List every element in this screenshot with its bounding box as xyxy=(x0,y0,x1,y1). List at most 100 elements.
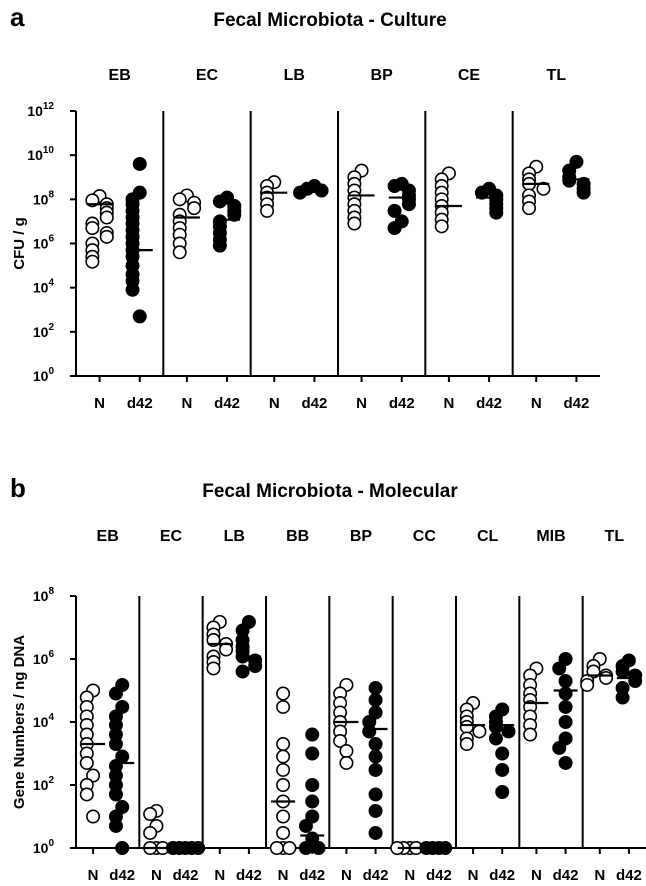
point-d42 xyxy=(248,658,263,673)
x-tick-label: d42 xyxy=(489,867,515,884)
point-n xyxy=(347,216,362,231)
x-tick-label: N xyxy=(443,395,454,412)
point-n xyxy=(459,737,474,752)
point-d42 xyxy=(227,207,242,222)
group-lb: LB N d42 xyxy=(249,67,329,412)
x-tick-label: N xyxy=(181,395,192,412)
x-tick-label: N xyxy=(594,867,605,884)
point-n xyxy=(339,755,354,770)
point-d42 xyxy=(108,737,123,752)
point-d42 xyxy=(488,731,503,746)
point-n xyxy=(206,661,221,676)
y-tick-label: 1010 xyxy=(27,145,54,163)
point-d42 xyxy=(558,731,573,746)
point-d42 xyxy=(115,840,130,855)
y-tick-base: 10 xyxy=(33,714,49,730)
group-lb: LB N d42 xyxy=(201,528,263,884)
point-d42 xyxy=(576,185,591,200)
point-d42 xyxy=(628,674,643,689)
point-n xyxy=(86,809,101,824)
point-n xyxy=(276,825,291,840)
x-tick-label: d42 xyxy=(363,867,389,884)
group-bb: BB N d42 xyxy=(265,528,326,884)
group-label: BB xyxy=(286,528,309,545)
y-tick-label: 104 xyxy=(33,712,55,730)
point-d42 xyxy=(615,664,630,679)
group-label: LB xyxy=(224,528,245,545)
group-eb: EB N d42 xyxy=(85,67,153,412)
point-d42 xyxy=(552,740,567,755)
group-bp: BP N d42 xyxy=(328,528,389,884)
y-tick-label: 106 xyxy=(33,234,55,252)
point-d42 xyxy=(387,221,402,236)
point-d42 xyxy=(558,674,573,689)
y-tick-exponent: 10 xyxy=(43,145,55,156)
point-d42 xyxy=(298,840,313,855)
point-n xyxy=(219,642,234,657)
group-label: BP xyxy=(350,528,373,545)
y-tick-exponent: 4 xyxy=(48,712,54,723)
x-tick-label: N xyxy=(531,395,542,412)
point-d42 xyxy=(108,818,123,833)
x-tick-label: N xyxy=(151,867,162,884)
point-n xyxy=(459,719,474,734)
group-label: EB xyxy=(109,67,131,84)
y-tick-base: 10 xyxy=(33,777,49,793)
y-tick-label: 100 xyxy=(33,366,55,384)
y-axis-label: Gene Numbers / ng DNA xyxy=(11,635,28,809)
point-d42 xyxy=(298,818,313,833)
point-d42 xyxy=(368,762,383,777)
point-n xyxy=(599,670,614,685)
point-n xyxy=(172,245,187,260)
point-d42 xyxy=(552,661,567,676)
panel-letter: a xyxy=(10,2,25,32)
point-d42 xyxy=(615,690,630,705)
group-cl: CL N d42 xyxy=(455,528,516,884)
point-d42 xyxy=(368,737,383,752)
point-d42 xyxy=(305,794,320,809)
point-n xyxy=(276,686,291,701)
y-tick-base: 10 xyxy=(27,147,43,163)
point-d42 xyxy=(387,203,402,218)
y-tick-exponent: 8 xyxy=(48,189,54,200)
point-n xyxy=(276,762,291,777)
chart-title: Fecal Microbiota - Molecular xyxy=(202,481,458,502)
y-tick-label: 102 xyxy=(33,322,55,340)
point-n xyxy=(269,840,284,855)
group-label: MIB xyxy=(536,528,565,545)
x-tick-label: N xyxy=(269,395,280,412)
group-label: EC xyxy=(160,528,183,545)
point-n xyxy=(143,807,158,822)
y-tick-exponent: 6 xyxy=(48,234,54,245)
group-label: CE xyxy=(458,67,481,84)
y-tick-base: 10 xyxy=(33,191,49,207)
point-d42 xyxy=(495,784,510,799)
point-n xyxy=(276,749,291,764)
x-tick-label: d42 xyxy=(301,395,327,412)
y-tick-label: 108 xyxy=(33,189,55,207)
x-tick-label: N xyxy=(531,867,542,884)
group-label: CC xyxy=(413,528,437,545)
point-d42 xyxy=(132,156,147,171)
group-label: TL xyxy=(605,528,625,545)
y-axis-label: CFU / g xyxy=(11,217,28,270)
point-n xyxy=(536,181,551,196)
y-tick-base: 10 xyxy=(33,368,49,384)
point-d42 xyxy=(495,746,510,761)
point-d42 xyxy=(115,800,130,815)
point-n xyxy=(85,254,100,269)
point-d42 xyxy=(489,205,504,220)
group-ec: EC N d42 xyxy=(162,67,242,412)
point-d42 xyxy=(368,705,383,720)
group-ec: EC N d42 xyxy=(138,528,206,884)
point-d42 xyxy=(305,777,320,792)
point-n xyxy=(276,777,291,792)
point-d42 xyxy=(293,185,308,200)
point-d42 xyxy=(368,692,383,707)
point-d42 xyxy=(125,282,140,297)
point-n xyxy=(522,201,537,216)
point-d42 xyxy=(311,840,326,855)
